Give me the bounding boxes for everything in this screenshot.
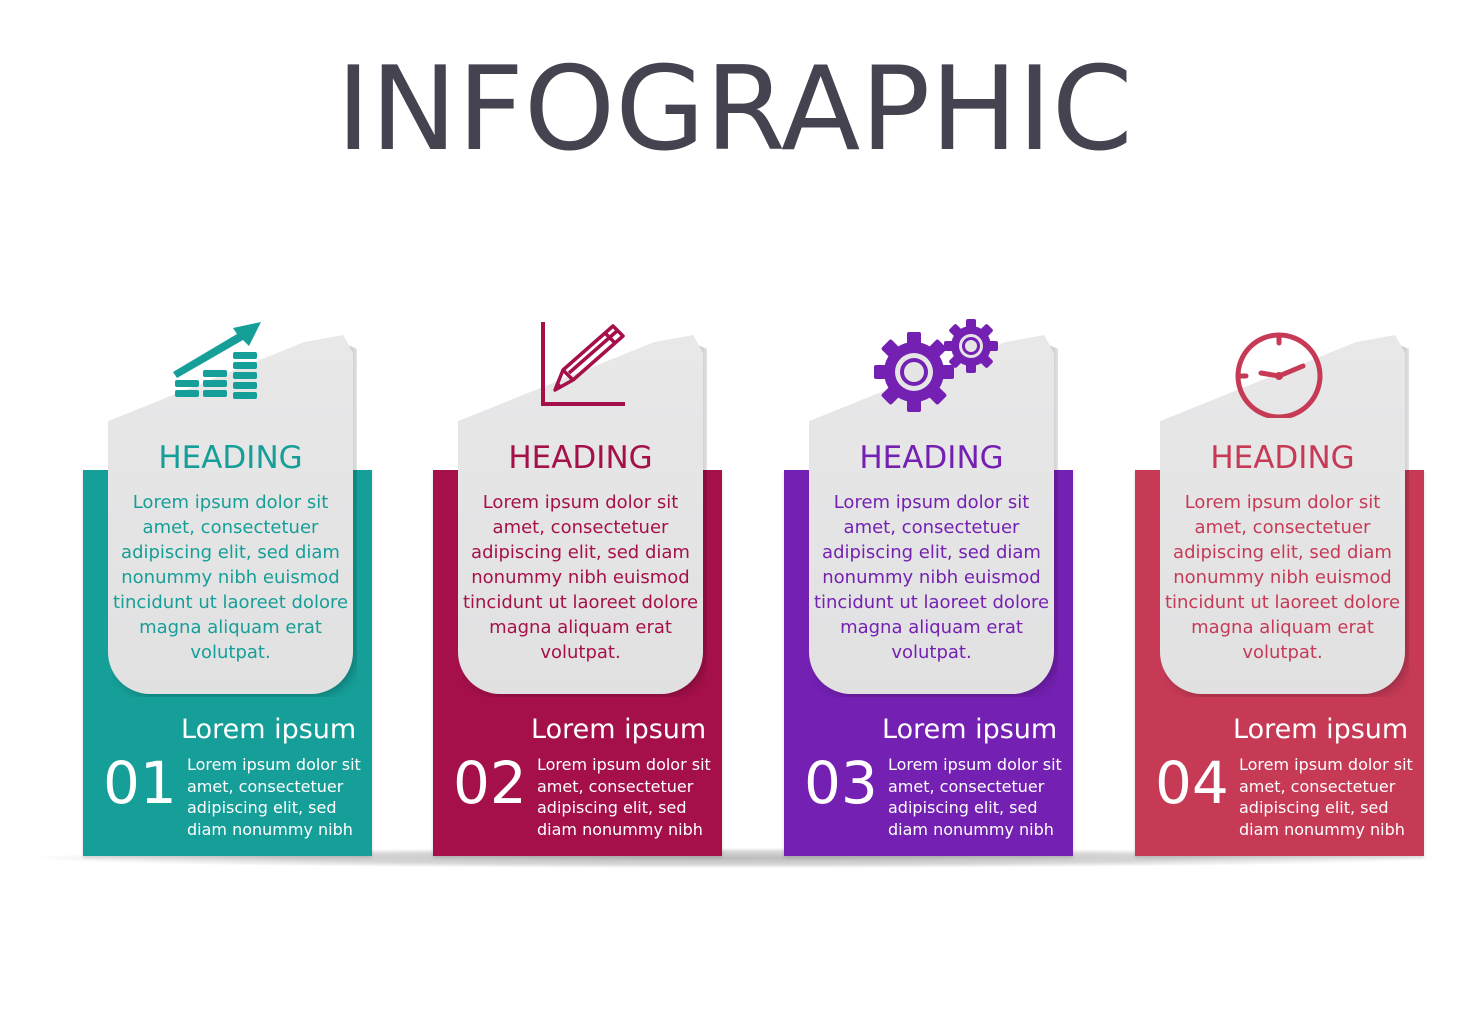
step-card-1: HEADING Lorem ipsum dolor sit amet, cons… <box>83 0 443 1024</box>
card-subtitle: Lorem ipsum <box>882 714 1058 745</box>
gears-icon <box>874 319 998 412</box>
card-heading: HEADING <box>1210 440 1355 476</box>
card-subtitle: Lorem ipsum <box>1233 714 1409 745</box>
step-number: 01 <box>103 749 177 817</box>
card-subtitle: Lorem ipsum <box>531 714 707 745</box>
step-card-3: HEADING Lorem ipsum dolor sit amet, cons… <box>784 0 1144 1024</box>
page-title: INFOGRAPHIC <box>336 42 1133 177</box>
clock-icon <box>1235 332 1323 418</box>
card-body: Lorem ipsum dolor sit amet, consectetuer… <box>462 492 699 663</box>
step-number: 02 <box>453 749 527 817</box>
step-card-4: HEADING Lorem ipsum dolor sit amet, cons… <box>1135 0 1469 1024</box>
floor-shadow <box>38 848 1433 868</box>
card-subtitle: Lorem ipsum <box>181 714 357 745</box>
growth-chart-icon <box>173 322 261 399</box>
card-body: Lorem ipsum dolor sit amet, consectetuer… <box>1164 492 1401 663</box>
card-description: Lorem ipsum dolor sit amet, consectetuer… <box>1239 755 1413 839</box>
card-description: Lorem ipsum dolor sit amet, consectetuer… <box>187 755 361 839</box>
card-body: Lorem ipsum dolor sit amet, consectetuer… <box>813 492 1050 663</box>
card-heading: HEADING <box>508 440 653 476</box>
card-heading: HEADING <box>859 440 1004 476</box>
card-heading: HEADING <box>158 440 303 476</box>
step-number: 04 <box>1155 749 1229 817</box>
card-description: Lorem ipsum dolor sit amet, consectetuer… <box>888 755 1062 839</box>
pencil-chart-icon <box>541 322 625 406</box>
step-number: 03 <box>804 749 878 817</box>
card-body: Lorem ipsum dolor sit amet, consectetuer… <box>112 492 349 663</box>
card-description: Lorem ipsum dolor sit amet, consectetuer… <box>537 755 711 839</box>
step-card-2: HEADING Lorem ipsum dolor sit amet, cons… <box>433 0 793 1024</box>
